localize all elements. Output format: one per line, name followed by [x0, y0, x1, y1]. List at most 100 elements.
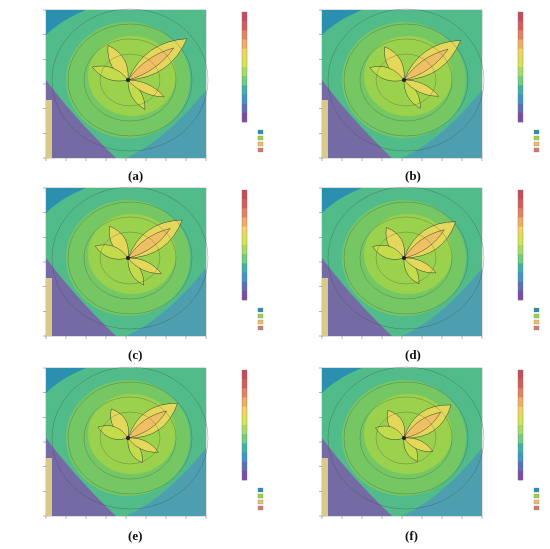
contour-line: [327, 8, 485, 152]
map-panel-e: [6, 362, 268, 522]
colorbar-segment: [518, 370, 523, 380]
colorbar-segment: [242, 226, 247, 237]
colorbar-segment: [518, 415, 523, 426]
lobe-east: [127, 437, 159, 453]
colorbar-segment: [242, 263, 247, 273]
teal-corner: [46, 10, 86, 35]
colorbar-segment: [242, 254, 247, 264]
teal-corner: [46, 368, 86, 393]
caption-f: (f): [405, 528, 418, 543]
legend-swatch: [257, 505, 264, 511]
colorbar-segment: [518, 48, 523, 59]
colorbar-segment: [242, 452, 247, 462]
map-area: [45, 8, 209, 159]
legend-swatch: [533, 499, 540, 505]
legend-swatch: [257, 147, 264, 153]
contour-line: [51, 186, 209, 330]
colorbar-segment: [242, 272, 247, 282]
source-marker: [402, 436, 406, 440]
purple-zone: [322, 258, 392, 336]
colorbar-segment: [242, 12, 247, 22]
legend-swatch: [533, 505, 540, 511]
colorbar-segment: [518, 12, 523, 22]
lobe-west: [91, 65, 129, 82]
colorbar-segment: [518, 425, 523, 435]
legend-swatch: [533, 319, 540, 325]
lobe-west: [94, 244, 129, 260]
tan-strip: [46, 100, 52, 158]
contour-line: [343, 381, 469, 495]
colorbar-frame: [241, 189, 248, 301]
lobe-east: [127, 79, 165, 98]
blue-zone: [402, 90, 482, 158]
contour-line: [83, 38, 177, 122]
colorbar-segment: [518, 254, 523, 264]
colorbar-segment: [518, 21, 523, 31]
map-area: [321, 8, 485, 159]
colorbar-segment: [242, 406, 247, 417]
map-area: [321, 366, 485, 517]
colorbar-segment: [518, 379, 523, 389]
source-marker: [126, 436, 130, 440]
lobe-northeast-core: [403, 229, 445, 259]
colorbar-segment: [242, 388, 247, 398]
contour-line: [327, 186, 485, 330]
map-area: [45, 186, 209, 337]
colorbar-segment: [518, 67, 523, 77]
colorbar-segment: [518, 103, 523, 114]
colorbar-segment: [242, 470, 247, 481]
contour-map-f: [319, 366, 540, 519]
blue-zone: [126, 268, 206, 336]
colorbar-segment: [242, 397, 247, 407]
lobe-west: [372, 244, 405, 260]
contour-line: [67, 201, 193, 315]
colorbar-segment: [518, 94, 523, 104]
contour-map-d: [319, 186, 540, 339]
colorbar-segment: [518, 388, 523, 398]
colorbar-segment: [242, 76, 247, 86]
tan-strip: [322, 458, 328, 516]
colorbar-segment: [518, 272, 523, 282]
tan-strip: [46, 278, 52, 336]
colorbar-segment: [242, 461, 247, 472]
colorbar-segment: [242, 290, 247, 301]
colorbar-segment: [242, 199, 247, 209]
lobe-northeast-core: [403, 48, 449, 81]
colorbar-segment: [242, 245, 247, 255]
colorbar-segment: [242, 425, 247, 435]
legend-swatch: [257, 135, 264, 141]
legend-swatch: [533, 307, 540, 313]
contour-map-e: [43, 366, 264, 519]
legend-swatch: [533, 325, 540, 331]
colorbar-segment: [242, 112, 247, 123]
legend-swatch: [533, 129, 540, 135]
colorbar-frame: [241, 369, 248, 481]
contour-line: [343, 201, 469, 315]
legend-swatch: [257, 325, 264, 331]
colorbar-segment: [518, 190, 523, 200]
colorbar-segment: [242, 30, 247, 40]
source-marker: [126, 256, 130, 260]
colorbar-segment: [518, 57, 523, 68]
colorbar-segment: [242, 190, 247, 200]
legend-swatch: [257, 493, 264, 499]
colorbar-segment: [518, 76, 523, 86]
legend-swatch: [533, 147, 540, 153]
colorbar-segment: [518, 397, 523, 407]
colorbar-segment: [518, 452, 523, 462]
contour-line: [375, 53, 437, 107]
contour-line: [375, 411, 437, 465]
legend-swatch: [533, 493, 540, 499]
blue-zone: [126, 90, 206, 158]
legend-swatch: [533, 313, 540, 319]
colorbar-segment: [518, 30, 523, 40]
teal-corner: [322, 368, 362, 393]
contour-line: [99, 411, 161, 465]
colorbar-segment: [518, 443, 523, 453]
tan-strip: [322, 278, 328, 336]
legend-swatch: [257, 313, 264, 319]
source-marker: [402, 78, 406, 82]
purple-zone: [322, 438, 392, 516]
teal-corner: [322, 188, 362, 213]
purple-zone: [46, 438, 116, 516]
